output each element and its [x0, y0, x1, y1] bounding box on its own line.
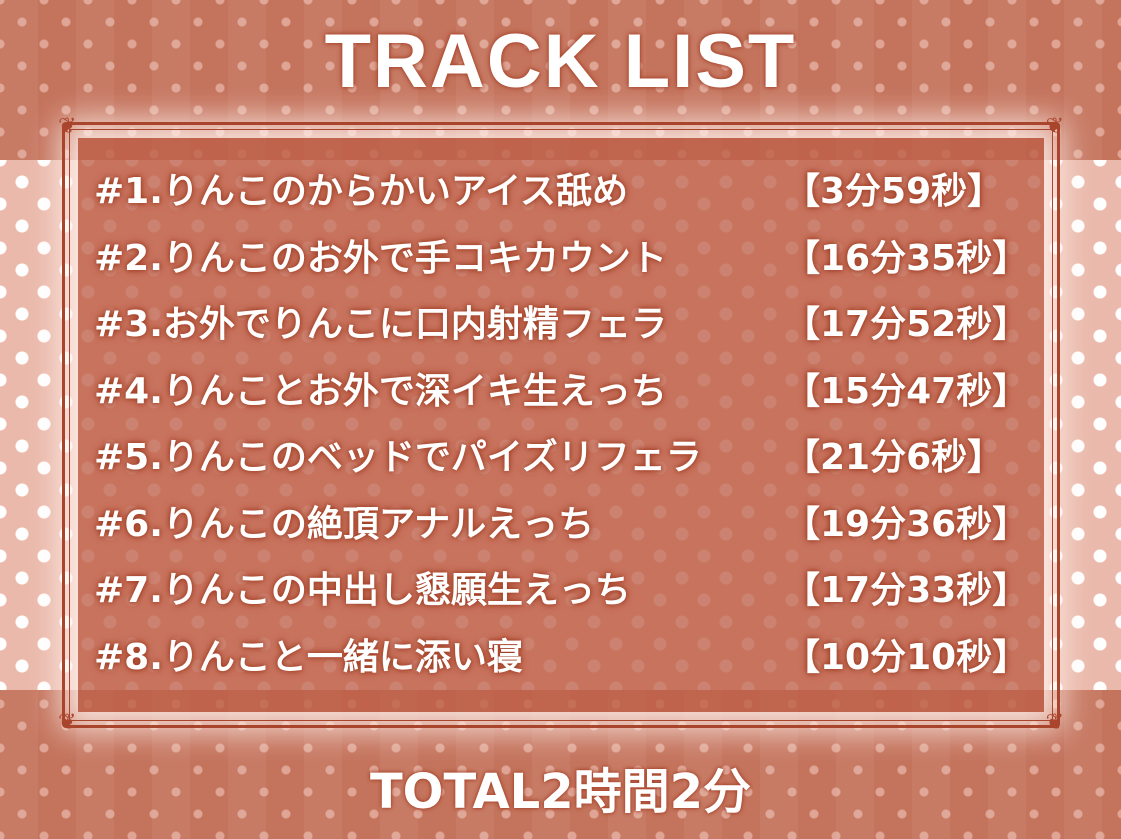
ornament-corner-icon: ❦: [58, 710, 77, 735]
track-name: #5.りんこのベッドでパイズリフェラ: [94, 437, 702, 478]
total-duration: TOTAL2時間2分: [369, 764, 752, 820]
track-row: #8.りんこと一緒に添い寝 【10分10秒】: [94, 628, 1034, 688]
track-row: #6.りんこの絶頂アナルえっち 【19分36秒】: [94, 495, 1034, 555]
ornament-corner-icon: ❦: [1045, 710, 1064, 735]
track-name: #4.りんことお外で深イキ生えっち: [94, 370, 667, 412]
panel-fill: [78, 138, 1044, 712]
track-name: #1.りんこのからかいアイス舐め: [94, 171, 629, 212]
track-row: #4.りんことお外で深イキ生えっち 【15分47秒】: [94, 362, 1034, 422]
track-list-panel: ❦ ❦ ❦ ❦: [58, 116, 1064, 734]
track-name: #2.りんこのお外で手コキカウント: [94, 237, 667, 279]
page-title: TRACK LIST: [324, 19, 797, 104]
track-row: #1.りんこのからかいアイス舐め 【3分59秒】: [94, 162, 1034, 222]
track-name: #6.りんこの絶頂アナルえっち: [94, 503, 595, 545]
track-row: #3.お外でりんこに口内射精フェラ 【17分52秒】: [94, 295, 1034, 355]
track-duration: 【15分47秒】: [784, 370, 1029, 412]
track-duration: 【19分36秒】: [784, 503, 1029, 545]
ornament-corner-icon: ❦: [1045, 114, 1064, 139]
track-name: #7.りんこの中出し懇願生えっち: [94, 570, 631, 611]
track-duration: 【17分33秒】: [784, 570, 1029, 611]
track-duration: 【3分59秒】: [784, 171, 1004, 212]
panel-frame: [62, 122, 1060, 728]
track-duration: 【16分35秒】: [784, 237, 1029, 279]
track-duration: 【10分10秒】: [784, 636, 1029, 678]
track-row: #2.りんこのお外で手コキカウント 【16分35秒】: [94, 229, 1034, 289]
ornament-corner-icon: ❦: [58, 114, 77, 139]
track-row: #5.りんこのベッドでパイズリフェラ 【21分6秒】: [94, 428, 1034, 488]
track-row: #7.りんこの中出し懇願生えっち 【17分33秒】: [94, 561, 1034, 621]
track-duration: 【17分52秒】: [784, 304, 1029, 345]
panel-frame-inner: [69, 129, 1053, 721]
track-name: #3.お外でりんこに口内射精フェラ: [94, 304, 667, 345]
track-name: #8.りんこと一緒に添い寝: [94, 636, 523, 678]
track-duration: 【21分6秒】: [784, 437, 1004, 478]
